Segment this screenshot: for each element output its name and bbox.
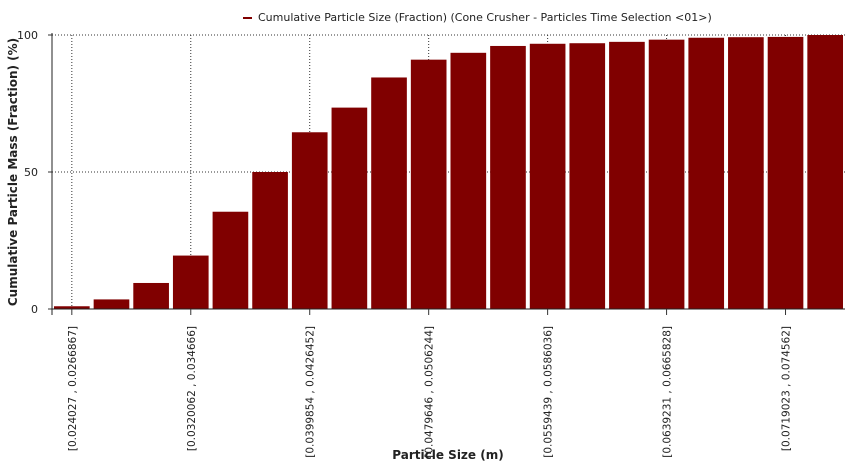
bar [252,172,288,309]
bar [410,59,447,309]
x-tick-label: [0.0320062 , 0.034666] [186,326,198,451]
bar [490,45,526,310]
axes [48,33,845,315]
legend-swatch [243,16,252,19]
bar [93,299,130,309]
bar [331,107,368,309]
tick-labels: 0 50 100 [0.024027 , 0.0266867] [0.0320062 ,… [17,29,793,458]
bar [569,43,606,309]
bar [688,37,725,310]
x-tick-label: [0.0479646 , 0.0506244] [424,326,436,458]
bar [54,306,90,309]
bar [609,41,645,309]
x-axis-label: Particle Size (m) [392,448,504,462]
x-tick-label: [0.0399854 , 0.0426452] [305,326,317,458]
bar [133,282,169,309]
bar [767,36,804,309]
gridlines [52,34,845,310]
bar [172,255,209,309]
y-tick-label: 100 [17,29,38,42]
bar [728,37,764,309]
bar [529,43,566,309]
bars [54,35,843,310]
x-tick-label: [0.024027 , 0.0266867] [67,326,79,451]
x-tick-label: [0.0559439 , 0.0586036] [543,326,555,458]
bar [450,52,487,310]
x-tick-label: [0.0719023 , 0.074562] [781,326,793,451]
y-tick-label: 0 [31,303,38,316]
bar [371,77,407,309]
y-tick-label: 50 [24,166,38,179]
bar [291,132,328,309]
legend: Cumulative Particle Size (Fraction) (Con… [243,11,712,24]
bar [212,211,249,309]
bar [648,39,685,310]
legend-label: Cumulative Particle Size (Fraction) (Con… [258,11,712,24]
bar [807,35,843,309]
x-tick-label: [0.0639231 , 0.0665828] [662,326,674,458]
y-axis-label: Cumulative Particle Mass (Fraction) (%) [6,37,20,307]
